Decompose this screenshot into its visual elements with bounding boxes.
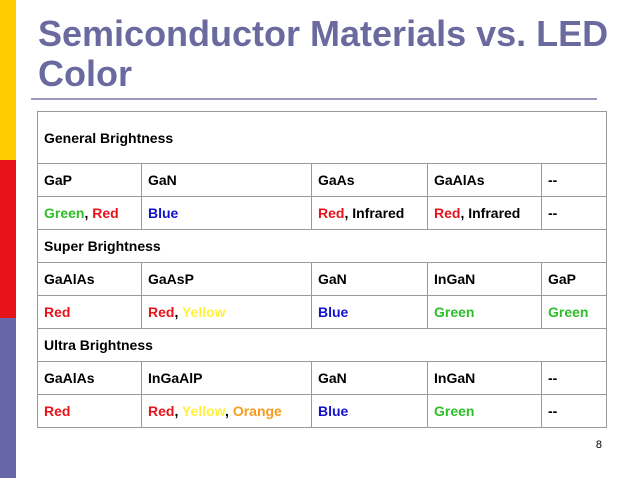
section-label-super: Super Brightness — [36, 229, 608, 263]
color-green: Green — [434, 304, 475, 320]
color-cell: Red — [37, 295, 142, 329]
color-separator: , — [84, 205, 93, 221]
color-green: Green — [434, 403, 475, 419]
material-cell: GaAlAs — [37, 361, 142, 395]
color-cell: Blue — [311, 295, 428, 329]
color-cell: Blue — [311, 394, 428, 428]
color-cell: Red, Yellow — [141, 295, 312, 329]
color-row: Green, Red Blue Red, Infrared Red, Infra… — [37, 196, 608, 230]
material-row: GaAlAs InGaAlP GaN InGaN -- — [37, 361, 608, 395]
color-row: Red Red, Yellow, Orange Blue Green -- — [37, 394, 608, 428]
material-cell: InGaAlP — [141, 361, 312, 395]
material-cell: GaAlAs — [427, 163, 542, 197]
section-label-general: General Brightness — [36, 111, 608, 164]
color-separator: , — [225, 403, 233, 419]
color-cell: Blue — [141, 196, 312, 230]
color-cell: Red, Infrared — [311, 196, 428, 230]
material-cell: GaN — [311, 262, 428, 296]
color-red: Red — [44, 403, 71, 419]
material-cell: GaAlAs — [37, 262, 142, 296]
accent-strip-red — [0, 160, 16, 318]
color-orange: Orange — [232, 403, 282, 419]
color-cell: Red, Infrared — [427, 196, 542, 230]
color-red: Red — [44, 304, 71, 320]
color-red: Red — [148, 304, 175, 320]
material-cell: InGaN — [427, 262, 542, 296]
color-yellow: Yellow — [181, 403, 226, 419]
color-blue: Blue — [148, 205, 179, 221]
material-cell: GaAs — [311, 163, 428, 197]
material-cell: -- — [540, 163, 608, 197]
color-red: Red — [148, 403, 175, 419]
color-cell: Green — [427, 394, 542, 428]
color-infrared: Infrared — [468, 205, 521, 221]
material-cell: InGaN — [427, 361, 542, 395]
color-cell: Red, Yellow, Orange — [141, 394, 312, 428]
page-number: 8 — [595, 439, 602, 451]
color-cell: -- — [540, 196, 608, 230]
material-cell: GaP — [540, 262, 608, 296]
material-cell: GaN — [141, 163, 312, 197]
color-cell: Green — [540, 295, 608, 329]
section-header-row: General Brightness — [36, 111, 608, 164]
color-cell: -- — [540, 394, 608, 428]
color-cell: Red — [37, 394, 142, 428]
color-blue: Blue — [318, 304, 349, 320]
color-infrared: Infrared — [352, 205, 405, 221]
material-cell: -- — [540, 361, 608, 395]
color-yellow: Yellow — [181, 304, 226, 320]
color-row: Red Red, Yellow Blue Green Green — [37, 295, 608, 329]
color-separator: , — [460, 205, 469, 221]
color-red: Red — [434, 205, 461, 221]
color-separator: , — [344, 205, 353, 221]
section-header-row: Super Brightness — [36, 229, 608, 263]
color-blue: Blue — [318, 403, 349, 419]
color-cell: Green — [427, 295, 542, 329]
color-separator: , — [174, 304, 182, 320]
material-cell: GaAsP — [141, 262, 312, 296]
material-row: GaAlAs GaAsP GaN InGaN GaP — [37, 262, 608, 296]
slide-title: Semiconductor Materials vs. LED Color — [38, 13, 609, 94]
title-divider — [31, 98, 597, 100]
color-red: Red — [92, 205, 119, 221]
color-separator: , — [174, 403, 182, 419]
section-label-ultra: Ultra Brightness — [36, 328, 608, 362]
accent-strip-yellow — [0, 0, 16, 160]
color-green: Green — [44, 205, 85, 221]
material-row: GaP GaN GaAs GaAlAs -- — [37, 163, 608, 197]
color-red: Red — [318, 205, 345, 221]
color-cell: Green, Red — [37, 196, 142, 230]
led-material-table: General Brightness GaP GaN GaAs GaAlAs -… — [36, 111, 608, 428]
material-cell: GaN — [311, 361, 428, 395]
section-header-row: Ultra Brightness — [36, 328, 608, 362]
color-green: Green — [548, 304, 589, 320]
accent-strip-blue — [0, 318, 16, 478]
material-cell: GaP — [37, 163, 142, 197]
